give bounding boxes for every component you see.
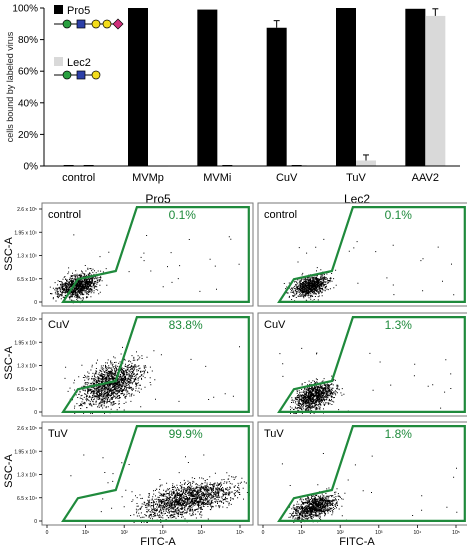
flow-events xyxy=(70,454,250,523)
flow-x-tick-label: 0 xyxy=(46,530,49,536)
flow-x-tick-label: 10⁵ xyxy=(236,530,244,536)
bar-series xyxy=(58,8,446,167)
flow-panel-control-pro5: 2.6 x 10⁵ 1.95 x 10⁵ 1.3 x 10⁵ 6.5 x 10⁴ 0 co… xyxy=(14,202,254,307)
flow-x-tick-label: 10¹ xyxy=(82,530,90,536)
bar-pro5 xyxy=(128,8,148,166)
flow-y-tick-label: 2.6 x 10⁵ xyxy=(17,317,37,323)
bar-x-tick-label: control xyxy=(62,172,95,184)
flow-y-tick-label: 0 xyxy=(34,519,37,525)
bar-lec2 xyxy=(356,160,376,166)
flow-panel-frame xyxy=(41,421,254,526)
legend-swatch-lec2 xyxy=(54,57,63,66)
flow-x-tick-label: 10³ xyxy=(375,530,383,536)
bar-pro5 xyxy=(266,27,287,166)
flow-panel-frame xyxy=(257,421,467,526)
bar-legend: Pro5 Lec2 xyxy=(54,5,124,80)
flow-x-tick-label: 10⁴ xyxy=(198,530,206,536)
flow-x-tick-label: 10⁵ xyxy=(452,530,460,536)
panel-label: TuV xyxy=(48,428,68,440)
bar-x-tick-label: TuV xyxy=(346,172,366,184)
panel-label: TuV xyxy=(264,428,284,440)
flow-grid: Pro5 Lec2 SSC-A SSC-A SSC-A FITC-A FITC-… xyxy=(3,192,467,548)
bar-y-tick-label: 80% xyxy=(18,35,38,46)
bar-y-tick-label: 40% xyxy=(18,98,38,109)
bar-pro5 xyxy=(405,8,426,167)
bar-y-axis-ticks: 0% 20% 40% 60% 80% 100% xyxy=(12,4,44,173)
flow-y-tick-label: 0 xyxy=(34,300,37,306)
bar-x-tick-label: MVMi xyxy=(203,172,231,184)
panel-label: control xyxy=(264,209,297,221)
flow-events xyxy=(279,347,452,414)
bar-pro5 xyxy=(197,9,218,166)
flow-panel-control-lec2: control 0.1% xyxy=(257,202,467,307)
flow-y-tick-label: 0 xyxy=(34,410,37,416)
row-ylabel-2: SSC-A xyxy=(3,346,15,380)
gate-percent: 1.3% xyxy=(385,318,413,332)
flow-panel-tuv-pro5: 2.6 x 10⁵ 1.95 x 10⁵ 1.3 x 10⁵ 6.5 x 10⁴ 0 0 1… xyxy=(14,421,254,536)
gate-percent: 0.1% xyxy=(385,208,413,222)
legend-label-lec2: Lec2 xyxy=(67,57,91,69)
flow-y-tick-label: 1.95 x 10⁵ xyxy=(14,449,37,455)
bar-y-tick-label: 100% xyxy=(12,4,38,15)
gate-percent: 83.8% xyxy=(169,318,203,332)
legend-swatch-pro5 xyxy=(54,5,63,14)
bar-y-tick-label: 0% xyxy=(24,162,39,173)
flow-y-tick-label: 6.5 x 10⁴ xyxy=(17,387,37,393)
x-axis-label-right: FITC-A xyxy=(339,536,375,548)
bar-x-tick-label: MVMp xyxy=(132,172,164,184)
bar-x-axis-labels: control MVMp MVMi CuV TuV AAV2 xyxy=(62,172,439,184)
x-axis-label-left: FITC-A xyxy=(140,536,176,548)
gate-percent: 99.9% xyxy=(169,427,203,441)
gate-percent: 1.8% xyxy=(385,427,413,441)
bar-y-tick-label: 60% xyxy=(18,67,38,78)
flow-y-tick-label: 1.3 x 10⁵ xyxy=(17,473,37,479)
flow-panel-cuv-lec2: CuV 1.3% xyxy=(257,312,467,417)
glycan-icon-pro5 xyxy=(54,18,124,30)
flow-events xyxy=(283,238,455,302)
flow-x-tick-label: 10¹ xyxy=(298,530,306,536)
flow-panel-frame xyxy=(257,312,467,417)
flow-y-tick-label: 6.5 x 10⁴ xyxy=(17,496,37,502)
flow-panel-frame xyxy=(41,312,254,417)
flow-y-tick-label: 1.3 x 10⁵ xyxy=(17,364,37,370)
flow-y-tick-label: 2.6 x 10⁵ xyxy=(17,207,37,213)
flow-x-tick-label: 10² xyxy=(337,530,345,536)
flow-y-tick-label: 1.95 x 10⁵ xyxy=(14,230,37,236)
flow-panels: 2.6 x 10⁵ 1.95 x 10⁵ 1.3 x 10⁵ 6.5 x 10⁴ 0 co… xyxy=(14,202,467,536)
flow-x-tick-label: 0 xyxy=(262,530,265,536)
flow-events xyxy=(280,453,458,523)
bar-x-tick-label: AAV2 xyxy=(412,172,439,184)
gate-polygon xyxy=(277,316,466,413)
panel-label: CuV xyxy=(264,319,286,331)
flow-y-tick-label: 2.6 x 10⁵ xyxy=(17,426,37,432)
flow-events xyxy=(64,346,240,414)
panel-label: control xyxy=(48,209,81,221)
bar-x-tick-label: CuV xyxy=(276,172,298,184)
flow-y-tick-label: 6.5 x 10⁴ xyxy=(17,277,37,283)
panel-label: CuV xyxy=(48,319,70,331)
gate-polygon xyxy=(61,425,250,523)
row-ylabel-3: SSC-A xyxy=(3,454,15,488)
gate-polygon xyxy=(277,206,466,303)
flow-panel-tuv-lec2: 0 10¹ 10² 10³ 10⁴ 10⁵ TuV 1.8% xyxy=(257,421,467,536)
bar-y-tick-label: 20% xyxy=(18,130,38,141)
flow-y-tick-label: 1.3 x 10⁵ xyxy=(17,254,37,260)
bar-chart: cells bound by labeled virus 0% 20% 40% 60%… xyxy=(5,4,460,184)
bar-chart-ylabel: cells bound by labeled virus xyxy=(5,31,15,142)
legend-label-pro5: Pro5 xyxy=(67,5,90,17)
flow-x-tick-label: 10⁴ xyxy=(414,530,422,536)
flow-panel-cuv-pro5: 2.6 x 10⁵ 1.95 x 10⁵ 1.3 x 10⁵ 6.5 x 10⁴ 0 Cu… xyxy=(14,312,254,417)
bar-pro5 xyxy=(336,8,356,166)
glycan-icon-lec2 xyxy=(54,70,101,80)
row-ylabel-1: SSC-A xyxy=(3,237,15,271)
bar-lec2 xyxy=(425,15,446,167)
flow-x-tick-label: 10³ xyxy=(159,530,167,536)
gate-polygon xyxy=(277,425,466,523)
gate-polygon xyxy=(61,206,250,303)
flow-x-tick-label: 10² xyxy=(121,530,129,536)
gate-percent: 0.1% xyxy=(169,208,197,222)
gate-polygon xyxy=(61,316,250,413)
flow-y-tick-label: 1.95 x 10⁵ xyxy=(14,340,37,346)
